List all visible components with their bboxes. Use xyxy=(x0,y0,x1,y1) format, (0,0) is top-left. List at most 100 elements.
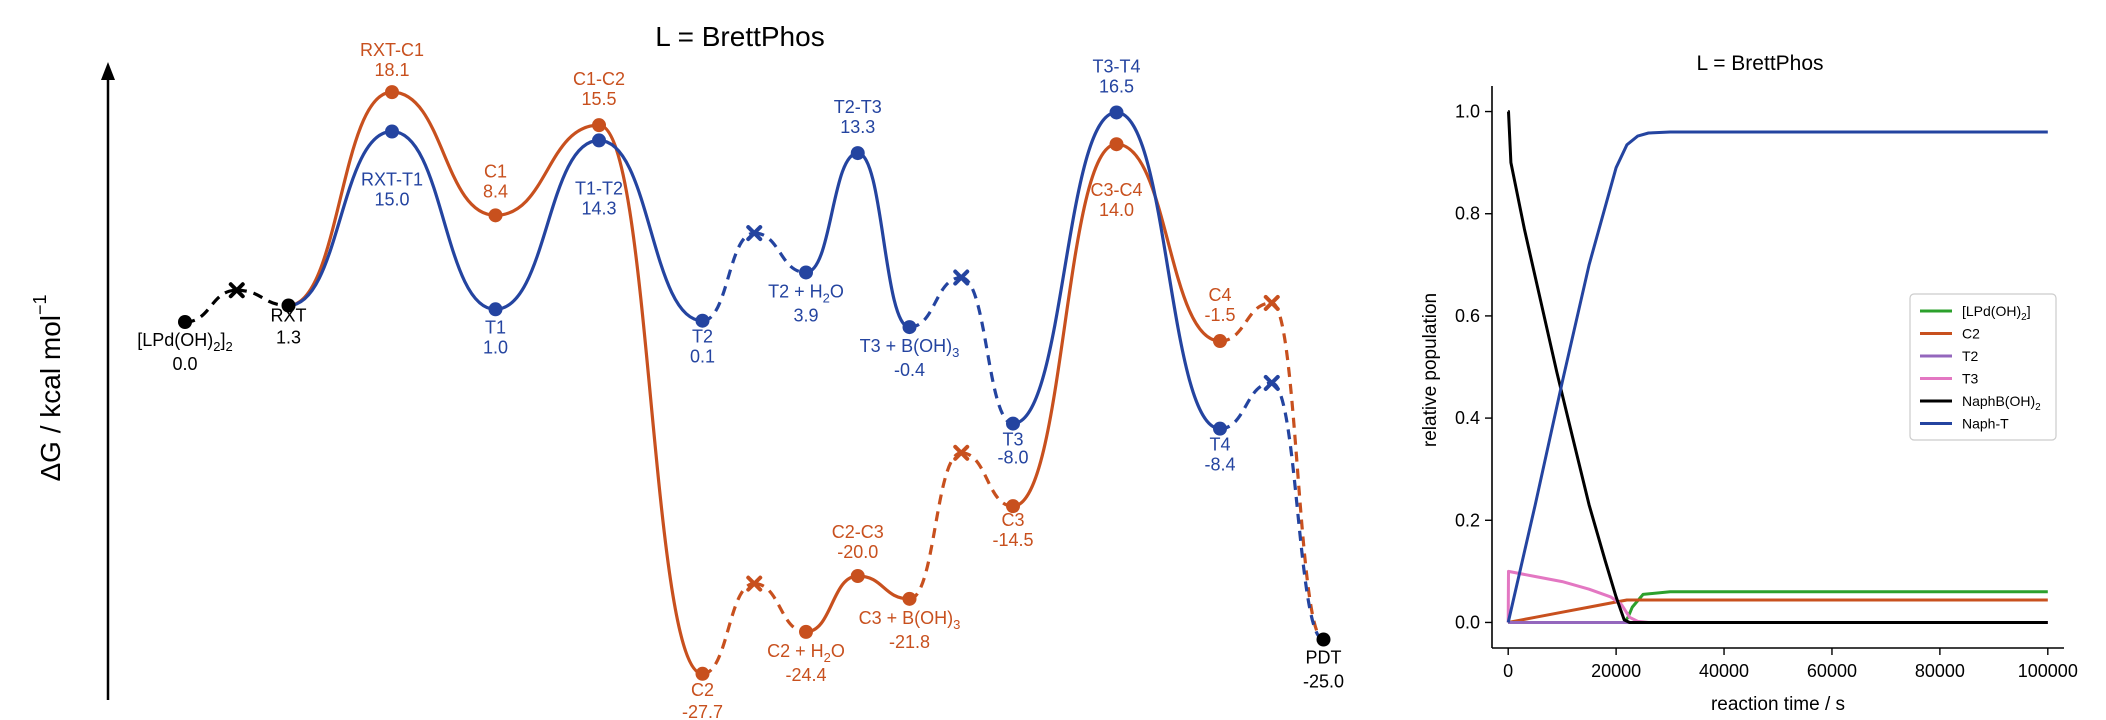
profile-value-pdt: -25.0 xyxy=(1303,672,1344,692)
profile-segment-c3c4-c4 xyxy=(1116,142,1221,343)
profile-cross-xb3 xyxy=(1263,374,1280,391)
profile-point-rxt xyxy=(281,298,296,313)
profile-value-rxt: 1.3 xyxy=(276,327,301,347)
x-tick-label-80000: 80000 xyxy=(1915,661,1965,681)
profile-segment-xr3-pdt xyxy=(1270,301,1325,642)
profile-segment-start-x0 xyxy=(184,288,237,324)
profile-point-t2t3 xyxy=(850,146,865,161)
profile-label-c3c4: C3-C4 xyxy=(1090,180,1142,200)
profile-value-c2c3: -20.0 xyxy=(837,542,878,562)
profile-label-c1c2: C1-C2 xyxy=(573,69,625,89)
profile-segment-t1-t1t2 xyxy=(495,138,600,311)
profile-segment-xb1-t2h2o xyxy=(754,231,807,275)
population-series xyxy=(1506,110,2048,624)
profile-label-pdt: PDT xyxy=(1306,648,1342,668)
profile-value-c3: -14.5 xyxy=(992,530,1033,550)
profile-label-t1t2: T1-T2 xyxy=(575,178,623,198)
legend-frame xyxy=(1909,293,2057,441)
profile-segment-c1-c1c2 xyxy=(495,123,600,217)
profile-label-rxtc1: RXT-C1 xyxy=(360,40,424,60)
profile-point-c2 xyxy=(695,666,710,681)
energy-profile-chart: L = BrettPhos ΔG / kcal mol−1 [LPd(OH)2]… xyxy=(30,21,1344,720)
population-chart: L = BrettPhos 0 20000 40000 60000 80000 10000… xyxy=(1420,52,2078,715)
profile-point-t3boh xyxy=(902,320,917,335)
energy-profile-paths xyxy=(184,90,1325,676)
profile-value-t1t2: 14.3 xyxy=(581,198,616,218)
profile-cross-xr1 xyxy=(746,575,763,592)
profile-value-c2: -27.7 xyxy=(682,702,723,720)
profile-segment-t3t4-t4 xyxy=(1116,110,1221,431)
profile-value-t3t4: 16.5 xyxy=(1099,76,1134,96)
profile-label-c3: C3 xyxy=(1001,510,1024,530)
profile-point-rxtt1 xyxy=(385,124,399,139)
legend-label-5: Naph-T xyxy=(1962,416,2009,432)
profile-label-rxt: RXT xyxy=(271,305,307,325)
profile-label-t2h2o: T2 + H2O xyxy=(768,281,844,305)
population-ticks: 0 20000 40000 60000 80000 100000 0.0 0.2 0.4 0.6 0… xyxy=(1455,102,2078,681)
legend-label-3: T3 xyxy=(1962,371,1979,387)
profile-segment-t3-t3t4 xyxy=(1012,110,1117,426)
profile-value-t2t3: 13.3 xyxy=(840,117,875,137)
profile-point-c3 xyxy=(1006,499,1020,514)
energy-profile-points xyxy=(178,85,1331,681)
profile-value-start: 0.0 xyxy=(172,354,197,374)
profile-segment-xr2-c3 xyxy=(961,451,1014,508)
y-tick-label-2: 0.4 xyxy=(1455,408,1480,428)
legend-label-2: T2 xyxy=(1962,348,1979,364)
profile-label-c2h2o: C2 + H2O xyxy=(767,641,845,665)
profile-label-rxtt1: RXT-T1 xyxy=(361,170,423,190)
profile-point-pdt xyxy=(1316,632,1331,647)
profile-segment-xr1-c2h2o xyxy=(754,582,807,634)
profile-point-c3boh xyxy=(902,591,917,606)
profile-label-t3: T3 xyxy=(1002,430,1023,450)
profile-value-c3boh: -21.8 xyxy=(889,632,930,652)
x-tick-label-60000: 60000 xyxy=(1807,661,1857,681)
profile-point-start xyxy=(178,315,192,329)
x-tick-label-40000: 40000 xyxy=(1699,661,1749,681)
profile-point-rxtc1 xyxy=(385,85,399,100)
x-tick-label-100000: 100000 xyxy=(2018,661,2078,681)
y-tick-label-5: 1.0 xyxy=(1455,102,1480,122)
profile-value-c2h2o: -24.4 xyxy=(785,665,826,685)
profile-segment-c2c3-c3boh xyxy=(857,574,910,601)
y-tick-label-0: 0.0 xyxy=(1455,612,1480,632)
profile-segment-rxtc1-c1 xyxy=(391,90,496,217)
series-line-4 xyxy=(1507,110,2048,624)
profile-segment-t1t2-t2 xyxy=(598,138,703,323)
profile-value-t3: -8.0 xyxy=(997,448,1028,468)
profile-point-c2h2o xyxy=(799,624,813,639)
profile-value-c1: 8.4 xyxy=(483,181,508,201)
profile-segment-xb3-pdt xyxy=(1271,381,1325,642)
profile-segment-c4-xr3 xyxy=(1219,301,1272,343)
legend-label-4: NaphB(OH)2 xyxy=(1962,393,2041,413)
profile-segment-t2h2o-t2t3 xyxy=(805,151,859,275)
series-line-1 xyxy=(1507,598,2048,624)
profile-segment-t3boh-xb2 xyxy=(909,275,962,329)
profile-label-t2: T2 xyxy=(692,327,713,347)
profile-point-t2 xyxy=(695,313,710,328)
profile-label-t3boh: T3 + B(OH)3 xyxy=(860,336,960,360)
profile-label-c2c3: C2-C3 xyxy=(832,522,884,542)
profile-value-rxtc1: 18.1 xyxy=(374,60,409,80)
profile-segment-c2-xr1 xyxy=(702,582,755,676)
series-line-5 xyxy=(1506,130,2048,623)
profile-cross-xb2 xyxy=(953,269,970,286)
profile-value-t3boh: -0.4 xyxy=(894,360,925,380)
profile-label-t2t3: T2-T3 xyxy=(834,97,882,117)
profile-point-t2h2o xyxy=(799,265,813,280)
profile-value-c3c4: 14.0 xyxy=(1099,200,1134,220)
energy-axis-arrowhead xyxy=(101,62,115,80)
energy-profile-title: L = BrettPhos xyxy=(655,21,824,52)
profile-segment-rxt-rxtt1 xyxy=(288,129,393,308)
population-title: L = BrettPhos xyxy=(1696,52,1823,75)
x-tick-label-20000: 20000 xyxy=(1591,661,1641,681)
profile-segment-x0-rxt xyxy=(236,288,289,308)
profile-segment-t2-xb1 xyxy=(702,231,755,323)
y-tick-label-4: 0.8 xyxy=(1455,204,1480,224)
profile-cross-xb1 xyxy=(746,225,763,242)
profile-point-c2c3 xyxy=(850,569,865,583)
profile-point-c1 xyxy=(488,208,503,223)
profile-label-c3boh: C3 + B(OH)3 xyxy=(859,608,961,632)
